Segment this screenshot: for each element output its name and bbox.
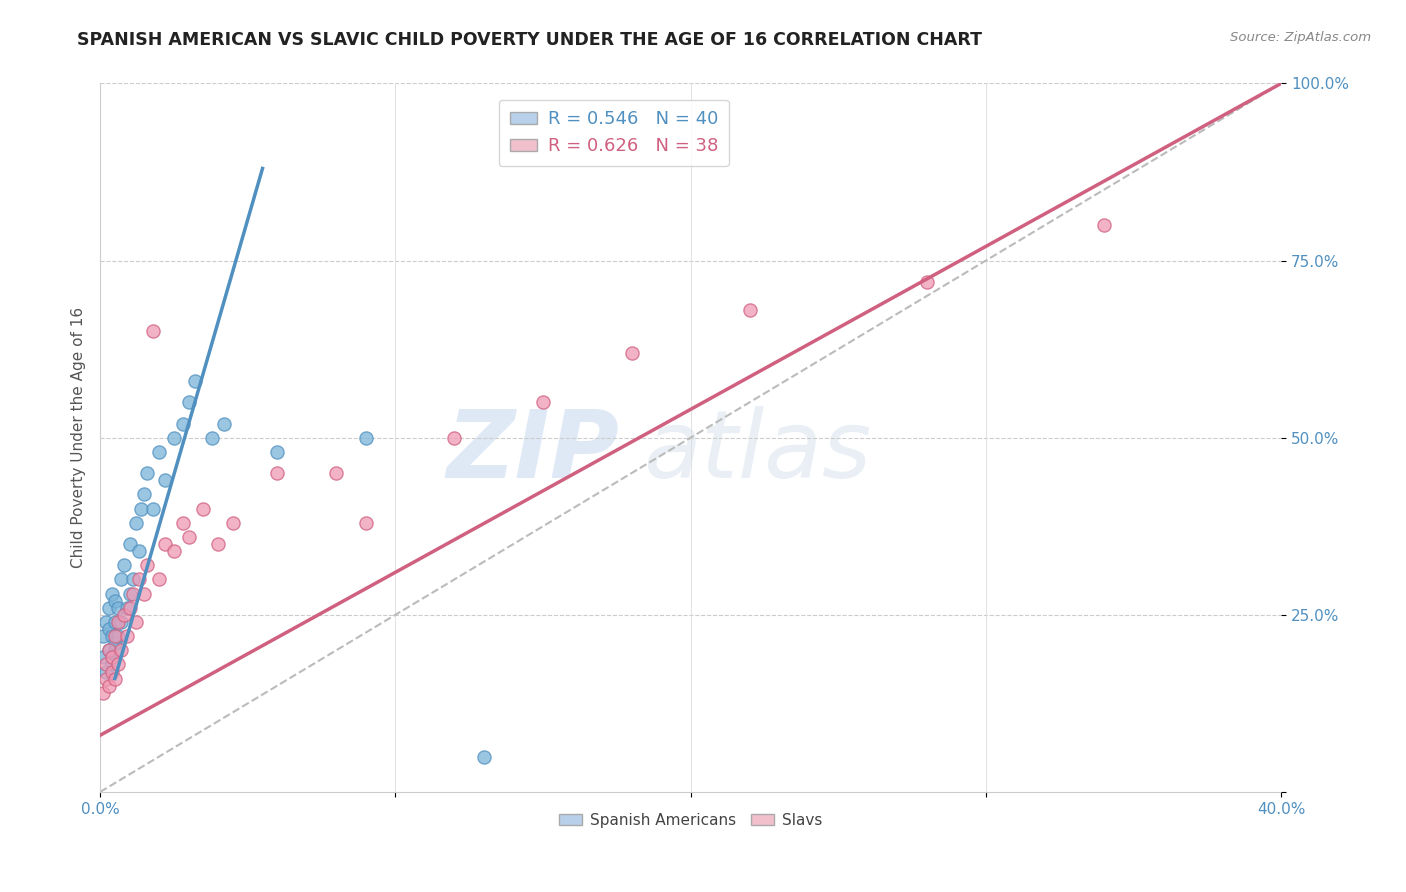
Point bbox=[94, 657, 117, 672]
Y-axis label: Child Poverty Under the Age of 16: Child Poverty Under the Age of 16 bbox=[72, 307, 86, 568]
Point bbox=[266, 445, 288, 459]
Point bbox=[207, 537, 229, 551]
Point bbox=[101, 629, 124, 643]
Point bbox=[118, 537, 141, 551]
Point bbox=[124, 615, 146, 629]
Point bbox=[620, 345, 643, 359]
Point bbox=[472, 749, 495, 764]
Text: atlas: atlas bbox=[644, 407, 872, 498]
Point bbox=[110, 643, 132, 657]
Point bbox=[112, 558, 135, 573]
Point bbox=[124, 516, 146, 530]
Point bbox=[325, 466, 347, 480]
Point bbox=[104, 636, 127, 650]
Point bbox=[115, 600, 138, 615]
Point bbox=[172, 516, 194, 530]
Point bbox=[1092, 218, 1115, 232]
Point bbox=[98, 643, 121, 657]
Point bbox=[107, 629, 129, 643]
Point bbox=[121, 573, 143, 587]
Text: SPANISH AMERICAN VS SLAVIC CHILD POVERTY UNDER THE AGE OF 16 CORRELATION CHART: SPANISH AMERICAN VS SLAVIC CHILD POVERTY… bbox=[77, 31, 983, 49]
Point bbox=[148, 445, 170, 459]
Point bbox=[136, 558, 159, 573]
Point bbox=[98, 600, 121, 615]
Point bbox=[131, 501, 153, 516]
Point bbox=[266, 466, 288, 480]
Point bbox=[177, 395, 200, 409]
Point bbox=[915, 275, 938, 289]
Text: Source: ZipAtlas.com: Source: ZipAtlas.com bbox=[1230, 31, 1371, 45]
Point bbox=[107, 600, 129, 615]
Point bbox=[163, 544, 186, 558]
Point bbox=[531, 395, 554, 409]
Point bbox=[354, 431, 377, 445]
Point bbox=[136, 466, 159, 480]
Point bbox=[148, 573, 170, 587]
Point bbox=[104, 629, 127, 643]
Point bbox=[163, 431, 186, 445]
Point bbox=[101, 586, 124, 600]
Point bbox=[201, 431, 224, 445]
Point bbox=[104, 615, 127, 629]
Point bbox=[94, 665, 117, 679]
Point bbox=[128, 573, 150, 587]
Point bbox=[222, 516, 245, 530]
Point bbox=[104, 643, 127, 657]
Point bbox=[738, 303, 761, 318]
Point bbox=[354, 516, 377, 530]
Point bbox=[98, 622, 121, 636]
Point bbox=[98, 679, 121, 693]
Point bbox=[94, 615, 117, 629]
Point bbox=[110, 573, 132, 587]
Point bbox=[177, 530, 200, 544]
Point bbox=[153, 537, 176, 551]
Point bbox=[91, 686, 114, 700]
Point bbox=[153, 473, 176, 487]
Point bbox=[107, 657, 129, 672]
Point bbox=[134, 586, 156, 600]
Point bbox=[104, 593, 127, 607]
Point bbox=[142, 325, 165, 339]
Point bbox=[115, 629, 138, 643]
Point bbox=[443, 431, 465, 445]
Point bbox=[107, 615, 129, 629]
Text: ZIP: ZIP bbox=[447, 406, 620, 498]
Point bbox=[212, 417, 235, 431]
Point bbox=[118, 600, 141, 615]
Point bbox=[91, 650, 114, 665]
Legend: Spanish Americans, Slavs: Spanish Americans, Slavs bbox=[553, 806, 828, 834]
Point bbox=[101, 650, 124, 665]
Point bbox=[101, 657, 124, 672]
Point bbox=[98, 643, 121, 657]
Point bbox=[94, 672, 117, 686]
Point bbox=[193, 501, 215, 516]
Point bbox=[112, 607, 135, 622]
Point bbox=[101, 665, 124, 679]
Point bbox=[110, 615, 132, 629]
Point bbox=[118, 586, 141, 600]
Point bbox=[121, 586, 143, 600]
Point bbox=[142, 501, 165, 516]
Point bbox=[91, 629, 114, 643]
Point bbox=[172, 417, 194, 431]
Point bbox=[134, 487, 156, 501]
Point bbox=[183, 374, 205, 388]
Point bbox=[104, 672, 127, 686]
Point bbox=[128, 544, 150, 558]
